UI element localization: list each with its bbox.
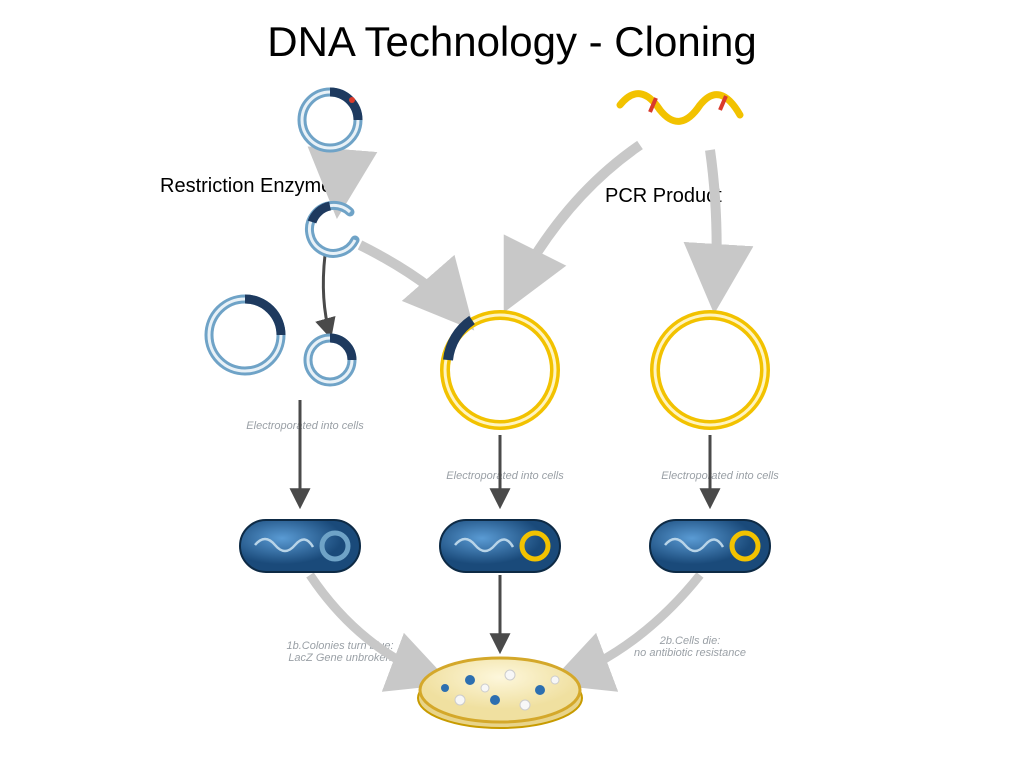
cell-left (240, 520, 360, 572)
diagram-stage: DNA Technology - Cloning Restriction Enz… (0, 0, 1024, 768)
arrow-cell-left-to-dish (310, 575, 440, 680)
plasmid-recombinant-right (655, 315, 765, 425)
arrow-cut-to-small (323, 255, 330, 335)
cell-right (650, 520, 770, 572)
pcr-fragment (620, 94, 740, 122)
plasmid-self-ligated-a (209, 299, 281, 371)
plasmid-recombinant-mid (445, 315, 555, 425)
plasmid-vector-top (302, 92, 358, 148)
arrow-cell-right-to-dish (560, 575, 700, 680)
plasmid-vector-cut (309, 205, 355, 253)
petri-dish (418, 658, 582, 728)
diagram-svg (0, 0, 1024, 768)
cell-mid (440, 520, 560, 572)
arrow-cut-to-recomb (360, 245, 465, 320)
arrow-pcr-down-mid (510, 145, 640, 300)
arrow-pcr-down-right (710, 150, 717, 300)
plasmid-self-ligated-b (308, 338, 352, 382)
arrow-plasmid-to-cut (338, 150, 340, 205)
